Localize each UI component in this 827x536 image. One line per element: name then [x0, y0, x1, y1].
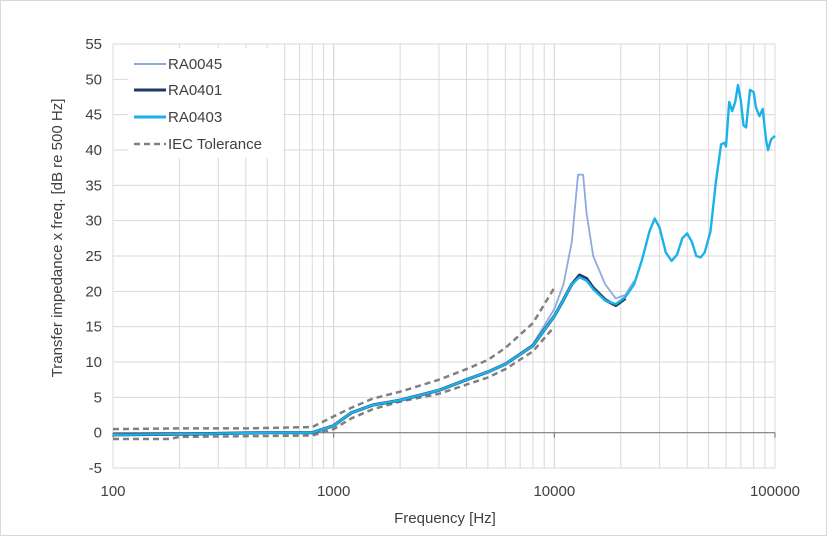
- legend-label-ra0403: RA0403: [168, 109, 222, 126]
- y-tick-label: 5: [94, 389, 102, 406]
- y-tick-label: 25: [85, 248, 102, 265]
- y-tick-label: 55: [85, 36, 102, 53]
- series-ra0045: [112, 173, 635, 436]
- x-axis-title: Frequency [Hz]: [394, 510, 496, 527]
- y-tick-label: 45: [85, 107, 102, 124]
- y-tick-label: 0: [94, 425, 102, 442]
- series-group: [112, 83, 776, 441]
- y-tick-label: 50: [85, 71, 102, 88]
- x-tick-label: 1000: [317, 483, 350, 500]
- y-tick-labels: -5 0 5 10 15 20 25 30 35 40 45 50 55: [85, 36, 102, 477]
- series-iec-tolerance-lower: [113, 325, 556, 441]
- legend-label-iec-tolerance: IEC Tolerance: [168, 136, 262, 153]
- x-tick-label: 10000: [533, 483, 575, 500]
- series-ra0403: [112, 83, 776, 436]
- legend: RA0045 RA0401 RA0403 IEC Tolerance: [128, 48, 283, 158]
- legend-label-ra0045: RA0045: [168, 56, 222, 73]
- series-iec-tolerance-upper: [112, 287, 556, 431]
- legend-box: [128, 48, 283, 158]
- y-tick-label: 40: [85, 142, 102, 159]
- y-axis-title: Transfer impedance x freq. [dB re 500 Hz…: [49, 99, 66, 378]
- y-tick-label: 10: [85, 354, 102, 371]
- x-tick-labels: 100 1000 10000 100000: [100, 483, 800, 500]
- x-tick-label: 100000: [750, 483, 800, 500]
- y-tick-label: -5: [89, 460, 102, 477]
- legend-label-ra0401: RA0401: [168, 82, 222, 99]
- y-tick-label: 35: [85, 177, 102, 194]
- y-tick-label: 20: [85, 283, 102, 300]
- y-tick-label: 30: [85, 213, 102, 230]
- y-tick-label: 15: [85, 319, 102, 336]
- x-tick-label: 100: [100, 483, 125, 500]
